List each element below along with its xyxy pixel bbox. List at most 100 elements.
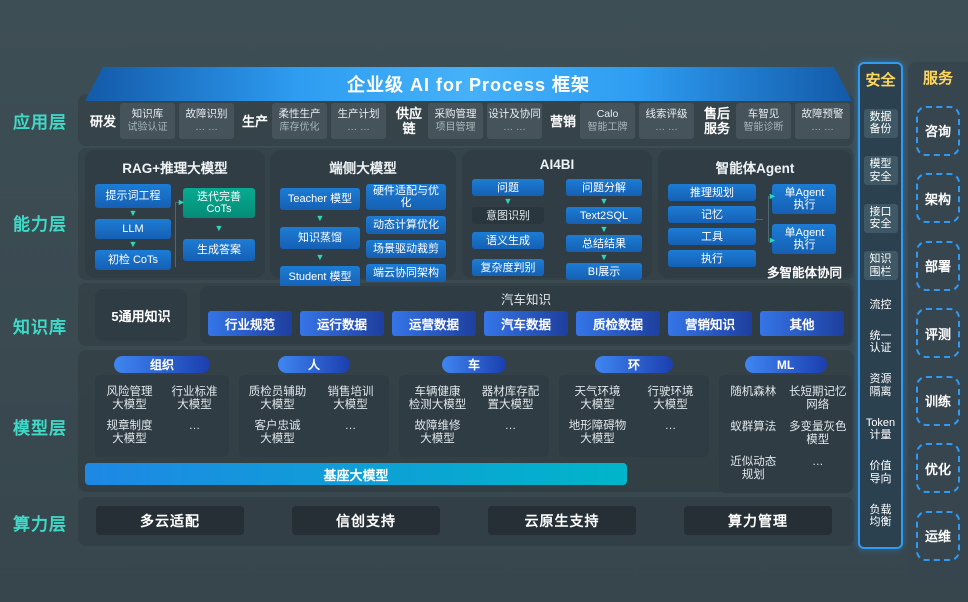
agent-caption: 多智能体协同 — [766, 266, 842, 280]
agent-memory: 记忆 — [668, 206, 756, 223]
rag-step-initial-cots: 初检 CoTs — [95, 250, 171, 270]
layer-label-capability: 能力层 — [13, 215, 67, 234]
model-item: 天气环境 大模型 — [574, 385, 621, 411]
banner-title: 企业级 AI for Process 框架 — [85, 67, 852, 101]
model-item: 销售培训 大模型 — [327, 385, 374, 411]
knowledge-chip: 行业规范 — [208, 311, 292, 336]
layer-label-compute: 算力层 — [13, 515, 67, 534]
model-pill: 组织 — [114, 356, 210, 373]
edge-teacher-model: Teacher 模型 — [280, 188, 360, 210]
edge-student-model: Student 模型 — [280, 266, 360, 288]
app-group-name: 售后服务 — [703, 106, 730, 136]
app-chip: 设计及协同… … — [487, 103, 542, 139]
application-layer-row: 研发 知识库 试验认证 故障识别… … 生产 柔性生产 库存优化 生产计划… … 供… — [90, 98, 850, 144]
compute-xinchuang: 信创支持 — [292, 506, 440, 535]
layer-label-knowledge: 知识库 — [13, 318, 67, 337]
model-card: 天气环境 大模型 行驶环境 大模型 地形障碍物 大模型 … — [559, 375, 709, 457]
model-pill: 人 — [278, 356, 350, 373]
services-rail: 服务 咨询 架构 部署 评测 训练 优化 运维 — [908, 62, 968, 582]
model-item: 故障维修 大模型 — [414, 420, 461, 446]
edge-dynamic-compute: 动态计算优化 — [366, 216, 446, 234]
knowledge-chip: 汽车数据 — [484, 311, 568, 336]
model-pill: 环 — [595, 356, 673, 373]
arrow-down-icon: ▼ — [599, 224, 609, 234]
compute-management: 算力管理 — [684, 506, 832, 535]
service-item: 部署 — [916, 240, 960, 291]
model-item: 质检员辅助 大模型 — [248, 385, 307, 411]
app-group-supply-chain: 供应链 采购管理 项目管理 设计及协同… … — [394, 103, 542, 139]
arrow-down-icon: ▼ — [315, 213, 325, 223]
app-chip: 故障识别… … — [179, 103, 235, 139]
model-card: 质检员辅助 大模型 销售培训 大模型 客户忠诚 大模型 … — [239, 375, 389, 457]
arrow-right-icon: ► — [768, 191, 777, 201]
service-item: 评测 — [916, 308, 960, 358]
ai4bi-summary: 总结结果 — [566, 235, 642, 252]
rag-step-answer: 生成答案 — [183, 239, 255, 261]
model-item: 风险管理 大模型 — [106, 385, 153, 411]
app-group-production: 生产 柔性生产 库存优化 生产计划… … — [242, 103, 387, 139]
knowledge-chip: 运行数据 — [300, 311, 384, 336]
service-item: 运维 — [916, 510, 960, 561]
model-card: 风险管理 大模型 行业标准 大模型 规章制度 大模型 … — [95, 375, 229, 457]
model-group-organization: 组织 风险管理 大模型 行业标准 大模型 规章制度 大模型 … — [95, 356, 229, 457]
knowledge-domain-title: 汽车知识 — [500, 293, 551, 307]
knowledge-chip: 其他 — [760, 311, 844, 336]
agent-single-exec-2: 单Agent 执行 — [772, 224, 837, 254]
model-item: 规章制度 大模型 — [106, 420, 153, 446]
model-item: 客户忠诚 大模型 — [254, 420, 301, 446]
model-card: 车辆健康 检测大模型 器材库存配 置大模型 故障维修 大模型 … — [399, 375, 549, 457]
app-chip: 采购管理 项目管理 — [428, 103, 483, 139]
service-item: 优化 — [916, 443, 960, 493]
rag-step-iterate-cots: 迭代完善 CoTs — [183, 188, 255, 218]
app-chip: 生产计划… … — [331, 103, 387, 139]
service-item: 架构 — [916, 173, 960, 223]
model-item: 行业标准 大模型 — [171, 385, 218, 411]
edge-hw-adapt: 硬件适配与优化 — [366, 184, 446, 210]
ai4bi-complexity: 复杂度判别 — [472, 259, 544, 276]
ai4bi-bi-display: BI展示 — [566, 263, 642, 280]
capability-box-ai4bi: AI4BI 问题 ▼ 意图识别 语义生成 复杂度判别 问题分解 ▼ Text2S… — [462, 150, 652, 280]
model-pill: 车 — [442, 356, 506, 373]
model-item: … — [344, 420, 357, 433]
app-group-aftersales: 售后服务 车智见 智能诊断 故障预警… … — [702, 103, 850, 139]
edge-cloud-collab: 端云协同架构 — [366, 264, 446, 282]
security-item: Token 计量 — [865, 416, 896, 442]
model-item: … — [188, 420, 201, 433]
model-group-environment: 环 天气环境 大模型 行驶环境 大模型 地形障碍物 大模型 … — [559, 356, 709, 457]
capability-box-edge-model: 端侧大模型 Teacher 模型 ▼ 知识蒸馏 ▼ Student 模型 硬件适… — [270, 150, 456, 288]
arrow-right-icon: ► — [768, 235, 777, 245]
app-chip: 柔性生产 库存优化 — [272, 103, 328, 139]
security-item: 模型 安全 — [863, 156, 898, 185]
security-rail: 安全 数据 备份 模型 安全 接口 安全 知识 围栏 流控 统一 认证 资源 隔… — [858, 62, 903, 549]
ai4bi-semantic: 语义生成 — [472, 232, 544, 249]
app-chip: 知识库 试验认证 — [120, 103, 176, 139]
knowledge-chip: 运营数据 — [392, 311, 476, 336]
model-item: 车辆健康 检测大模型 — [408, 385, 467, 411]
security-item: 资源 隔离 — [869, 373, 892, 398]
app-group-name: 研发 — [90, 113, 117, 129]
model-item: … — [812, 456, 824, 468]
model-group-ml: ML 随机森林 长短期记忆 网络 蚁群算法 多变量灰色 模型 近似动态 规划 … — [719, 356, 852, 493]
edge-distillation: 知识蒸馏 — [280, 227, 360, 249]
connector-line — [175, 202, 184, 267]
base-model-bar: 基座大模型 — [85, 463, 627, 485]
services-rail-title: 服务 — [922, 70, 953, 87]
rag-title: RAG+推理大模型 — [122, 161, 228, 176]
security-item: 知识 围栏 — [863, 251, 898, 280]
app-group-marketing: 营销 Calo 智能工牌 线索评级… … — [550, 103, 694, 139]
model-item: 多变量灰色 模型 — [789, 421, 847, 446]
security-rail-title: 安全 — [865, 72, 896, 89]
model-item: 近似动态 规划 — [730, 456, 777, 481]
security-item: 统一 认证 — [869, 329, 892, 355]
model-item: 长短期记忆 网络 — [789, 386, 847, 411]
capability-box-agent: 智能体Agent 推理规划 记忆 工具 执行 单Agent 执行 单Agent … — [658, 150, 852, 280]
model-item: 蚁群算法 — [730, 421, 777, 433]
layer-label-model: 模型层 — [13, 419, 67, 438]
edge-scene-pruning: 场景驱动裁剪 — [366, 240, 446, 258]
model-item: 地形障碍物 大模型 — [568, 420, 627, 446]
rag-step-prompt: 提示词工程 — [95, 184, 171, 208]
app-group-name: 供应链 — [395, 106, 422, 136]
ai4bi-title: AI4BI — [539, 157, 575, 172]
connector-line — [762, 196, 769, 242]
ai4bi-decompose: 问题分解 — [566, 179, 642, 196]
